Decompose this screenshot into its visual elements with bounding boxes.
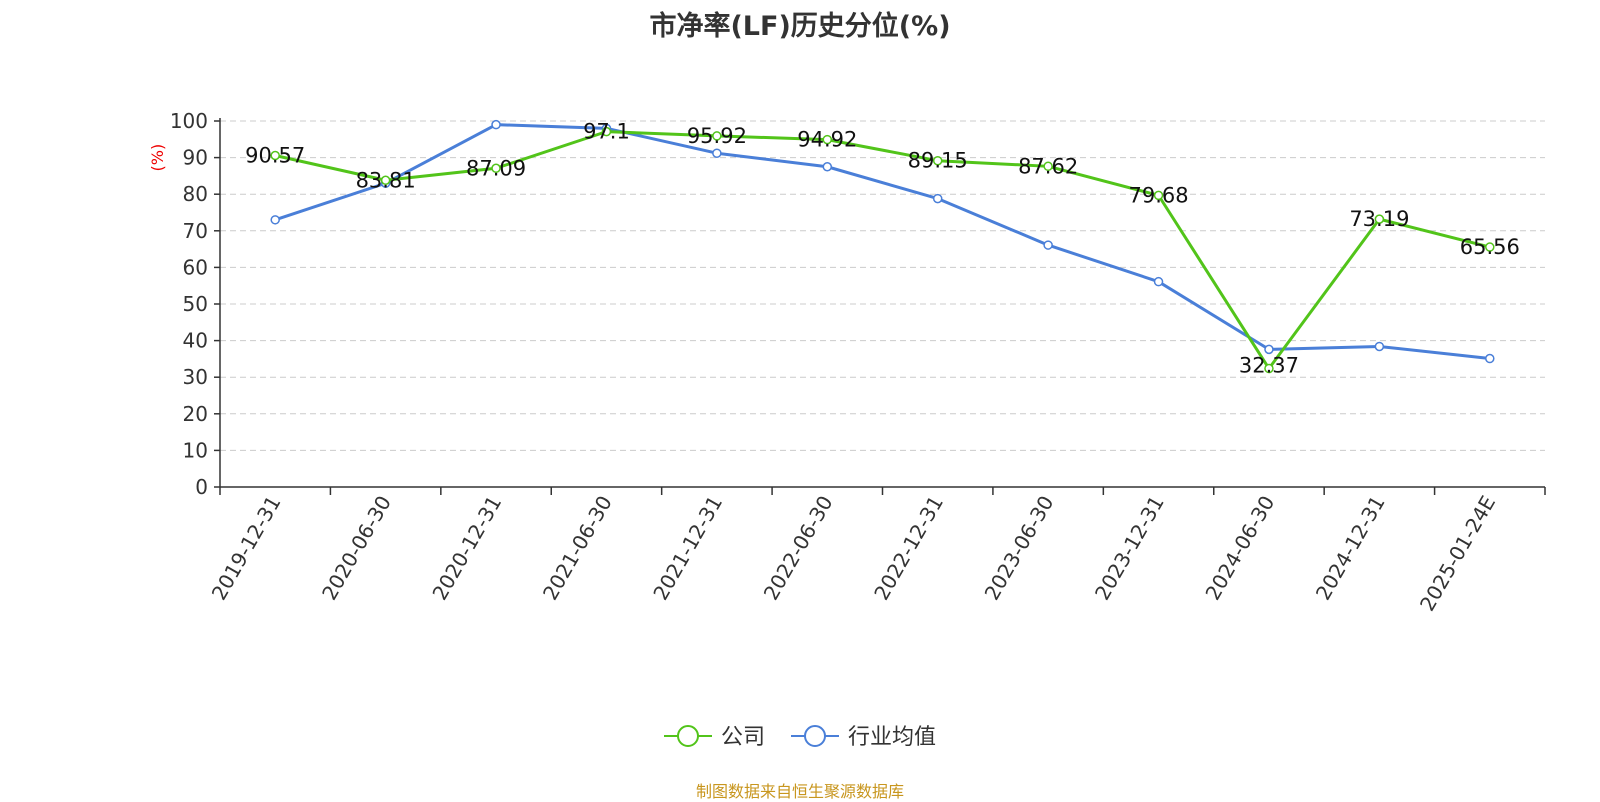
data-label: 87.09 — [466, 156, 526, 180]
x-tick-label: 2022-06-30 — [759, 492, 838, 605]
legend-marker — [804, 725, 826, 747]
data-point — [1374, 214, 1385, 224]
y-tick-label: 60 — [183, 255, 208, 279]
data-point — [1485, 353, 1495, 364]
data-point — [1264, 344, 1274, 355]
data-point — [601, 126, 612, 137]
y-tick-label: 40 — [183, 329, 208, 353]
data-point — [1374, 341, 1385, 352]
data-label: 83.81 — [356, 168, 416, 192]
series-line-0 — [274, 130, 1491, 371]
data-point — [932, 155, 943, 166]
data-label: 73.19 — [1349, 207, 1409, 231]
data-labels: 90.57 83.81 87.09 97.1 95.92 94.92 89.15 87.62 7… — [245, 120, 1520, 378]
data-point — [491, 119, 501, 130]
y-tick-label: 80 — [183, 182, 208, 206]
data-point — [822, 162, 833, 172]
series-line-1 — [274, 123, 1490, 361]
y-tick-label: 10 — [183, 438, 208, 462]
data-label: 90.57 — [245, 144, 305, 168]
legend[interactable]: 公司 行业均值 — [664, 725, 936, 750]
y-tick-label: 50 — [183, 292, 208, 316]
y-tick-label: 0 — [195, 475, 208, 499]
data-point — [822, 134, 833, 145]
source-note: 制图数据来自恒生聚源数据库 — [695, 782, 904, 801]
data-point — [1043, 161, 1053, 172]
x-tick-label: 2019-12-31 — [207, 492, 286, 605]
data-point — [491, 163, 501, 174]
series-lines — [270, 119, 1495, 374]
data-point — [270, 215, 280, 225]
y-tick-label: 20 — [183, 402, 208, 426]
data-label: 65.56 — [1460, 235, 1520, 259]
data-label: 97.1 — [583, 120, 630, 144]
data-point — [932, 193, 943, 204]
legend-item-1[interactable]: 行业均值 — [791, 725, 936, 750]
data-label: 79.68 — [1128, 183, 1188, 207]
legend-label: 公司 — [721, 725, 765, 750]
x-tick-label: 2021-12-31 — [648, 492, 727, 605]
y-tick-label: 70 — [183, 219, 208, 243]
x-tick-label: 2020-06-30 — [317, 492, 396, 605]
grid-lines — [220, 120, 1545, 451]
data-point — [1153, 276, 1164, 287]
data-label: 94.92 — [797, 128, 857, 152]
y-axis-unit: (%) — [148, 144, 167, 172]
data-label: 87.62 — [1018, 154, 1078, 178]
data-point — [1043, 240, 1053, 250]
x-tick-label: 2024-06-30 — [1200, 492, 1279, 605]
data-label: 95.92 — [687, 124, 747, 148]
y-tick-label: 90 — [183, 146, 208, 170]
data-point — [1264, 363, 1274, 374]
x-tick-label: 2023-06-30 — [980, 492, 1059, 605]
data-point — [1153, 190, 1164, 201]
y-tick-label: 30 — [183, 365, 208, 389]
y-tick-label: 100 — [170, 109, 208, 133]
data-label: 89.15 — [908, 149, 968, 173]
data-point — [270, 150, 280, 161]
chart-title: 市净率(LF)历史分位(%) — [649, 11, 951, 42]
x-tick-label: 2025-01-24E — [1415, 492, 1500, 616]
legend-marker — [677, 725, 699, 747]
x-tick-label: 2023-12-31 — [1090, 492, 1169, 605]
legend-label: 行业均值 — [848, 725, 936, 750]
data-point — [380, 175, 391, 186]
data-point — [1485, 242, 1495, 252]
x-tick-label: 2022-12-31 — [869, 492, 948, 605]
x-tick-label: 2024-12-31 — [1311, 492, 1390, 605]
data-point — [712, 131, 722, 141]
data-label: 32.37 — [1239, 354, 1299, 378]
data-point — [712, 148, 722, 158]
x-tick-label: 2021-06-30 — [538, 492, 617, 605]
legend-item-0[interactable]: 公司 — [664, 725, 765, 750]
x-tick-label: 2020-12-31 — [427, 492, 506, 605]
